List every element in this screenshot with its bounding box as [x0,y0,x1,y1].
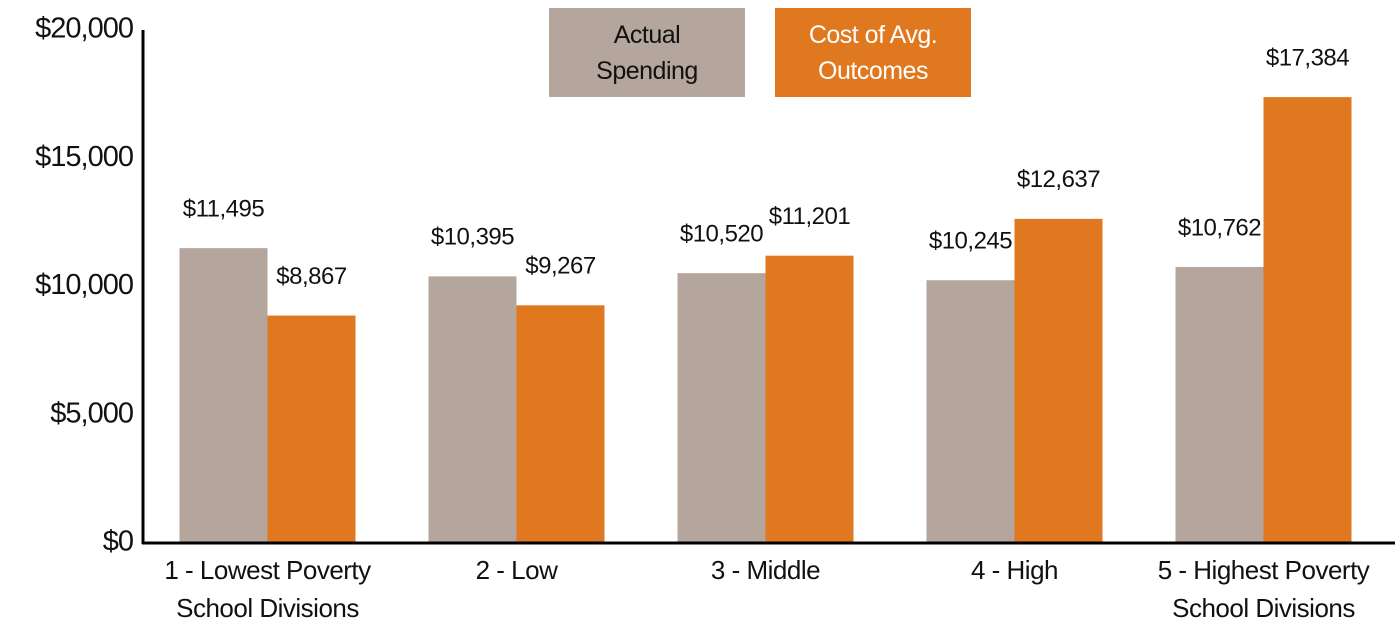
value-label: $11,201 [769,203,851,230]
value-label: $9,267 [525,253,596,280]
x-tick-label: School Divisions [176,593,359,623]
legend-item: Cost of Avg. Outcomes [775,8,971,97]
legend-item: Actual Spending [549,8,745,97]
bar [428,276,517,543]
y-tick-label: $5,000 [50,397,133,429]
x-tick-label: 4 - High [971,555,1058,585]
bar [179,248,268,543]
bar [677,273,766,543]
value-label: $17,384 [1266,44,1349,71]
y-tick-label: $20,000 [35,13,133,45]
value-label: $11,495 [183,195,265,222]
bar [1014,218,1103,543]
x-tick-label: 3 - Middle [711,555,820,585]
y-tick-label: $0 [103,526,133,558]
value-label: $10,395 [431,224,514,251]
y-tick-label: $15,000 [35,141,133,173]
bar [926,280,1015,543]
bar [267,315,356,543]
value-label: $12,637 [1017,166,1100,193]
x-tick-label: School Divisions [1172,593,1355,623]
value-label: $10,520 [680,221,763,248]
y-tick-label: $10,000 [35,269,133,301]
bar [1175,266,1264,543]
x-tick-label: 5 - Highest Poverty [1158,555,1370,585]
value-label: $8,867 [276,263,347,290]
x-tick-label: 1 - Lowest Poverty [164,555,371,585]
x-tick-label: 2 - Low [476,555,558,585]
bar [516,305,605,543]
bar [765,255,854,544]
bar [1263,97,1352,543]
value-label: $10,245 [929,228,1012,255]
value-label: $10,762 [1178,214,1261,241]
